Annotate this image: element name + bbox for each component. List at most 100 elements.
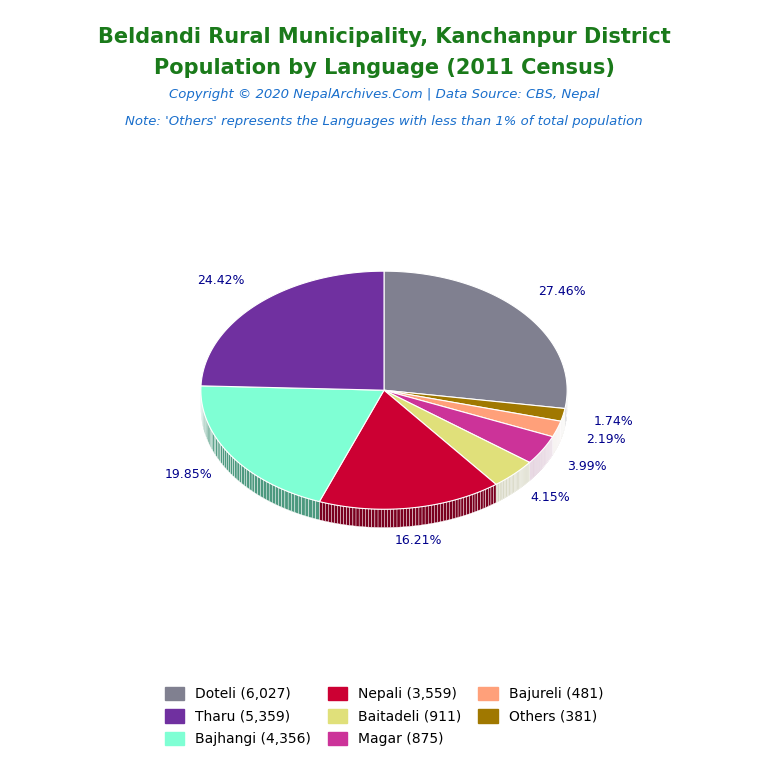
Polygon shape (369, 509, 372, 528)
Polygon shape (391, 509, 394, 528)
Polygon shape (235, 459, 237, 479)
Polygon shape (255, 475, 257, 495)
Polygon shape (208, 423, 209, 444)
Polygon shape (201, 271, 384, 390)
Polygon shape (329, 504, 331, 522)
Polygon shape (323, 502, 326, 521)
Polygon shape (279, 488, 282, 507)
Polygon shape (228, 453, 230, 473)
Polygon shape (260, 478, 263, 498)
Polygon shape (252, 473, 255, 493)
Polygon shape (263, 480, 266, 500)
Text: 19.85%: 19.85% (165, 468, 213, 481)
Text: Beldandi Rural Municipality, Kanchanpur District: Beldandi Rural Municipality, Kanchanpur … (98, 27, 670, 47)
Polygon shape (356, 508, 359, 526)
Polygon shape (319, 390, 496, 509)
Polygon shape (220, 444, 223, 465)
Polygon shape (403, 508, 406, 527)
Polygon shape (481, 490, 483, 510)
Text: 3.99%: 3.99% (567, 460, 607, 473)
Polygon shape (384, 390, 565, 421)
Polygon shape (216, 437, 217, 458)
Polygon shape (219, 442, 220, 462)
Polygon shape (257, 476, 260, 496)
Polygon shape (224, 449, 227, 469)
Polygon shape (331, 505, 334, 523)
Polygon shape (437, 504, 440, 522)
Polygon shape (295, 494, 298, 514)
Polygon shape (217, 439, 219, 460)
Text: 1.74%: 1.74% (594, 415, 633, 429)
Polygon shape (266, 482, 270, 502)
Polygon shape (242, 465, 244, 485)
Polygon shape (483, 489, 486, 508)
Polygon shape (282, 489, 285, 508)
Polygon shape (340, 506, 343, 525)
Polygon shape (494, 485, 496, 504)
Text: Copyright © 2020 NepalArchives.Com | Data Source: CBS, Nepal: Copyright © 2020 NepalArchives.Com | Dat… (169, 88, 599, 101)
Polygon shape (305, 498, 309, 517)
Text: Population by Language (2011 Census): Population by Language (2011 Census) (154, 58, 614, 78)
Polygon shape (319, 502, 323, 521)
Polygon shape (288, 492, 292, 511)
Polygon shape (394, 509, 397, 528)
Polygon shape (432, 505, 435, 524)
Polygon shape (205, 415, 206, 436)
Polygon shape (247, 469, 250, 489)
Polygon shape (302, 497, 305, 516)
Polygon shape (204, 413, 205, 434)
Text: 27.46%: 27.46% (538, 285, 586, 297)
Polygon shape (210, 428, 211, 449)
Polygon shape (461, 498, 464, 517)
Polygon shape (240, 463, 242, 484)
Polygon shape (346, 507, 349, 525)
Polygon shape (449, 501, 452, 520)
Polygon shape (244, 467, 247, 488)
Polygon shape (384, 509, 388, 528)
Polygon shape (206, 419, 207, 439)
Polygon shape (237, 462, 240, 482)
Polygon shape (272, 485, 275, 505)
Polygon shape (285, 490, 288, 510)
Polygon shape (464, 496, 467, 515)
Polygon shape (469, 495, 472, 514)
Polygon shape (488, 487, 491, 506)
Polygon shape (472, 494, 475, 513)
Polygon shape (230, 455, 233, 475)
Polygon shape (397, 508, 400, 528)
Polygon shape (440, 503, 443, 521)
Polygon shape (384, 390, 530, 485)
Polygon shape (409, 508, 412, 526)
Polygon shape (223, 446, 224, 467)
Polygon shape (334, 505, 337, 524)
Polygon shape (467, 495, 469, 515)
Polygon shape (455, 499, 458, 518)
Polygon shape (446, 502, 449, 521)
Text: Note: 'Others' represents the Languages with less than 1% of total population: Note: 'Others' represents the Languages … (125, 115, 643, 128)
Polygon shape (298, 495, 302, 515)
Polygon shape (412, 508, 415, 526)
Polygon shape (326, 503, 329, 522)
Polygon shape (270, 483, 272, 503)
Polygon shape (435, 504, 437, 523)
Polygon shape (233, 457, 235, 478)
Polygon shape (419, 507, 422, 525)
Polygon shape (309, 498, 313, 518)
Polygon shape (362, 508, 366, 527)
Polygon shape (425, 505, 429, 525)
Polygon shape (388, 509, 391, 528)
Polygon shape (443, 502, 446, 521)
Polygon shape (213, 432, 214, 453)
Text: 24.42%: 24.42% (197, 274, 245, 287)
Polygon shape (211, 430, 213, 451)
Polygon shape (353, 508, 356, 526)
Polygon shape (384, 390, 553, 462)
Polygon shape (337, 505, 340, 524)
Polygon shape (343, 506, 346, 525)
Polygon shape (372, 509, 375, 528)
Polygon shape (207, 421, 208, 442)
Polygon shape (491, 485, 494, 505)
Polygon shape (316, 501, 319, 520)
Polygon shape (378, 509, 381, 528)
Polygon shape (384, 271, 567, 409)
